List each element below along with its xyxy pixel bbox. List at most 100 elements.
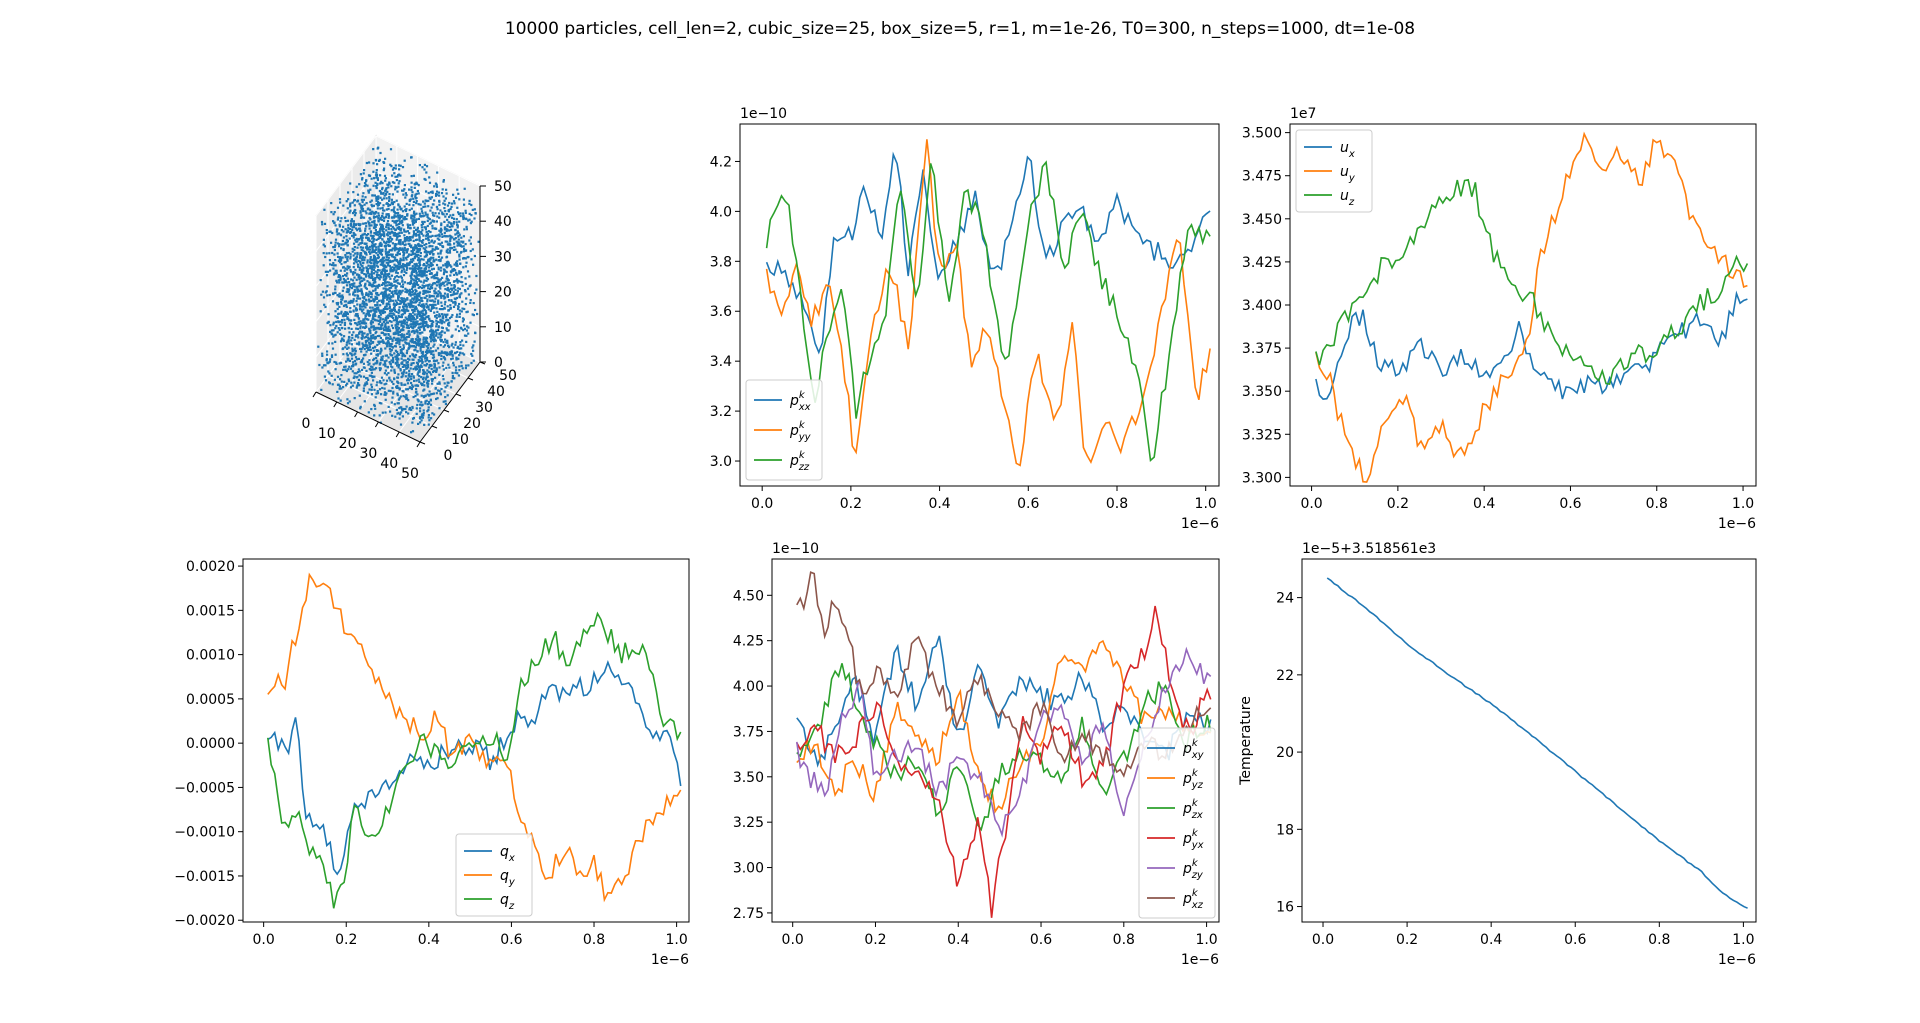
scatter-point <box>368 298 371 301</box>
scatter-point <box>416 292 420 295</box>
scatter-point <box>403 205 406 208</box>
scatter-point <box>434 315 437 318</box>
scatter-point <box>427 291 430 294</box>
scatter-point <box>421 382 424 385</box>
scatter-point <box>388 314 391 318</box>
scatter-point <box>352 284 355 288</box>
scatter-point <box>416 259 420 262</box>
scatter-point <box>396 190 399 193</box>
scatter-point <box>372 349 375 352</box>
scatter-point <box>453 263 456 266</box>
scatter-point <box>392 227 396 230</box>
scatter-point <box>406 365 410 369</box>
scatter-point <box>326 285 329 288</box>
scatter-point <box>400 382 403 385</box>
scatter-point <box>375 258 378 261</box>
scatter-point <box>379 216 382 219</box>
scatter-point <box>398 214 401 217</box>
scatter-point <box>376 392 380 395</box>
scatter-point <box>356 371 360 374</box>
scatter-point <box>350 339 353 342</box>
scatter-point <box>448 264 451 267</box>
x-axis-line <box>315 391 421 443</box>
scatter-point <box>410 273 413 276</box>
scatter-point <box>379 191 383 194</box>
scatter-point <box>417 184 420 187</box>
scatter-point <box>365 225 368 228</box>
scatter-point <box>427 266 430 269</box>
scatter-point <box>465 329 468 332</box>
scatter-point <box>403 270 406 273</box>
scatter-point <box>460 364 463 367</box>
scatter-point <box>439 344 442 347</box>
scatter-point <box>361 296 364 299</box>
scatter-point <box>420 314 423 317</box>
scatter-point <box>362 312 365 315</box>
scatter-point <box>371 368 374 371</box>
scatter-point <box>392 293 395 296</box>
scatter-point <box>367 220 370 223</box>
scatter-point <box>444 338 447 341</box>
scatter-point <box>460 361 463 364</box>
scatter-point <box>342 339 345 342</box>
scatter-point <box>367 238 370 241</box>
scatter-point <box>422 247 425 250</box>
scatter-point <box>444 300 447 303</box>
scatter-point <box>349 367 353 370</box>
x-tick-label: 30 <box>359 446 377 462</box>
scatter-point <box>386 295 389 298</box>
scatter-point <box>384 362 387 365</box>
scatter-point <box>396 341 399 344</box>
scatter-point <box>342 236 345 239</box>
scatter-point <box>449 239 452 242</box>
scatter-point <box>363 301 366 304</box>
scatter-point <box>434 339 437 342</box>
scatter-point <box>332 264 335 267</box>
scatter-point <box>423 214 426 217</box>
scatter-point <box>396 325 399 328</box>
scatter-point <box>354 347 357 350</box>
scatter-point <box>340 229 343 232</box>
scatter-point <box>406 397 409 400</box>
scatter-point <box>348 281 351 284</box>
scatter-point <box>344 311 347 314</box>
scatter-point <box>358 297 362 300</box>
scatter-point <box>386 274 389 277</box>
scatter-point <box>394 287 397 290</box>
scatter-point <box>389 236 392 239</box>
scatter-point <box>387 288 390 291</box>
scatter-point <box>351 234 354 237</box>
scatter-point <box>393 268 396 271</box>
scatter-point <box>417 283 420 287</box>
scatter-point <box>456 206 459 209</box>
scatter-point <box>403 244 406 247</box>
scatter-point <box>401 224 404 227</box>
scatter-point <box>418 291 421 294</box>
scatter-point <box>370 319 373 323</box>
scatter-point <box>404 359 407 362</box>
scatter-point <box>333 211 336 214</box>
scatter-point <box>359 280 362 283</box>
scatter-point <box>367 191 370 194</box>
scatter-point <box>379 174 382 177</box>
scatter-point <box>379 326 382 329</box>
scatter-point <box>471 346 474 349</box>
scatter-point <box>408 198 411 202</box>
scatter-point <box>380 299 383 302</box>
scatter-point <box>438 235 441 238</box>
scatter-point <box>403 333 406 336</box>
scatter-point <box>364 273 367 276</box>
scatter-point <box>417 192 420 195</box>
scatter-point <box>454 303 457 306</box>
scatter-point <box>388 376 391 379</box>
x-tick-label: 0.8 <box>1106 496 1128 512</box>
scatter-point <box>453 242 456 245</box>
scatter-point <box>425 399 428 402</box>
scatter-point <box>473 217 476 220</box>
scatter-point <box>384 157 387 160</box>
scatter-point <box>366 309 369 312</box>
scatter-point <box>428 317 431 320</box>
scatter-point <box>422 338 425 341</box>
scatter-point <box>378 158 381 161</box>
